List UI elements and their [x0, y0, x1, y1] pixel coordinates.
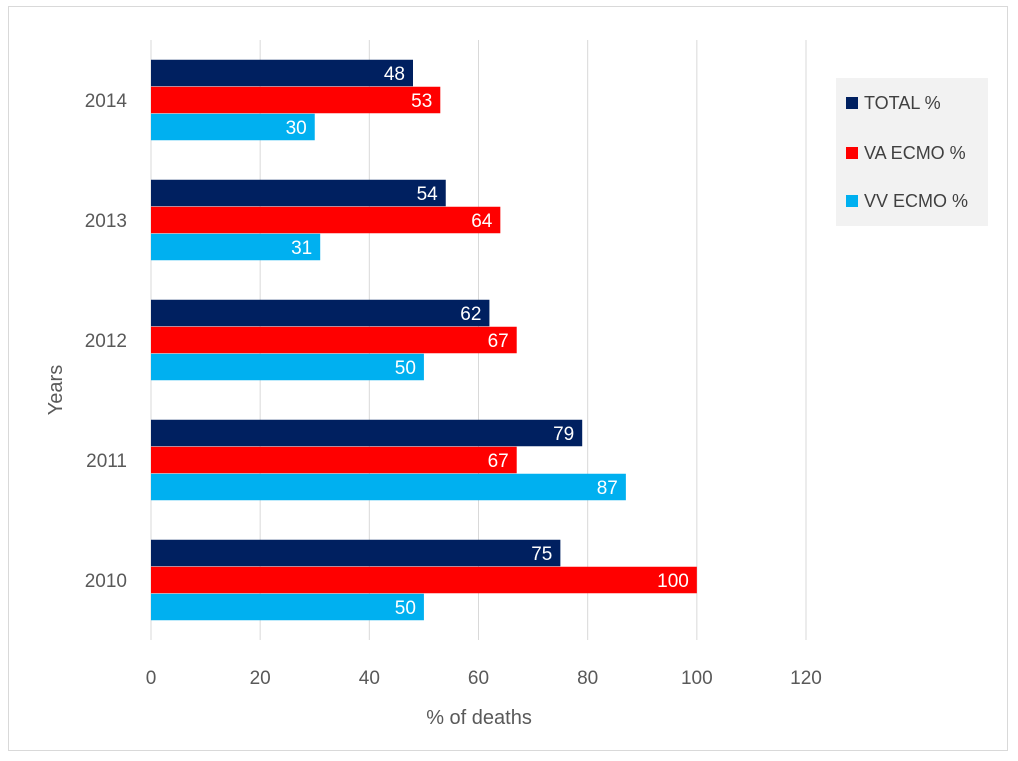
bar-2011-series-1 [151, 446, 517, 474]
bar-2012-series-2 [151, 353, 424, 381]
legend: TOTAL % VA ECMO % VV ECMO % [836, 78, 988, 226]
x-axis-title: % of deaths [426, 707, 532, 729]
bar-2011-series-0 [151, 419, 583, 447]
legend-swatch [846, 97, 858, 109]
x-tick-label: 0 [146, 668, 157, 689]
bar-2011-series-2 [151, 473, 626, 501]
data-label: 31 [291, 238, 312, 259]
bar-2012-series-1 [151, 326, 517, 354]
x-tick-label: 100 [681, 668, 713, 689]
data-label: 50 [395, 598, 416, 619]
data-label: 53 [411, 91, 432, 112]
y-tick-label: 2011 [86, 451, 127, 472]
data-label: 50 [395, 358, 416, 379]
bars [151, 59, 697, 621]
legend-swatch [846, 195, 858, 207]
data-label: 67 [488, 331, 509, 352]
x-tick-label: 40 [359, 668, 380, 689]
legend-label: VV ECMO % [864, 190, 969, 211]
legend-label: VA ECMO % [864, 142, 966, 163]
bar-2014-series-2 [151, 113, 315, 141]
data-label: 79 [553, 424, 574, 445]
data-label: 48 [384, 64, 405, 85]
x-tick-label: 80 [577, 668, 598, 689]
x-tick-label: 60 [468, 668, 489, 689]
data-label: 67 [488, 451, 509, 472]
y-tick-label: 2014 [85, 91, 128, 112]
bar-2013-series-2 [151, 233, 321, 261]
bar-2013-series-1 [151, 206, 501, 234]
legend-item: VA ECMO % [846, 143, 966, 163]
data-label: 30 [286, 118, 307, 139]
data-label: 75 [531, 544, 552, 565]
bar-2010-series-2 [151, 593, 424, 621]
data-label: 54 [417, 184, 439, 205]
data-labels: 48 53 30 54 64 31 62 67 50 79 67 87 75 100 50 [286, 64, 689, 619]
y-axis-title: Years [45, 365, 67, 415]
bar-2014-series-0 [151, 59, 413, 87]
y-tick-labels: 2014 2013 2012 2011 2010 [85, 91, 128, 592]
legend-item: TOTAL % [846, 93, 941, 113]
y-tick-label: 2013 [85, 211, 127, 232]
legend-swatch [846, 147, 858, 159]
y-tick-label: 2012 [85, 331, 127, 352]
data-label: 62 [460, 304, 481, 325]
x-tick-labels: 0 20 40 60 80 100 120 [146, 668, 822, 689]
bar-2012-series-0 [151, 299, 490, 327]
data-label: 100 [657, 571, 689, 592]
legend-label: TOTAL % [864, 92, 941, 113]
x-tick-label: 20 [250, 668, 271, 689]
x-tick-label: 120 [790, 668, 822, 689]
data-label: 64 [471, 211, 493, 232]
bar-2013-series-0 [151, 179, 446, 207]
data-label: 87 [597, 478, 618, 499]
y-tick-label: 2010 [85, 571, 127, 592]
legend-item: VV ECMO % [846, 191, 968, 211]
bar-2010-series-0 [151, 539, 561, 567]
bar-2014-series-1 [151, 86, 441, 114]
bar-2010-series-1 [151, 566, 697, 594]
